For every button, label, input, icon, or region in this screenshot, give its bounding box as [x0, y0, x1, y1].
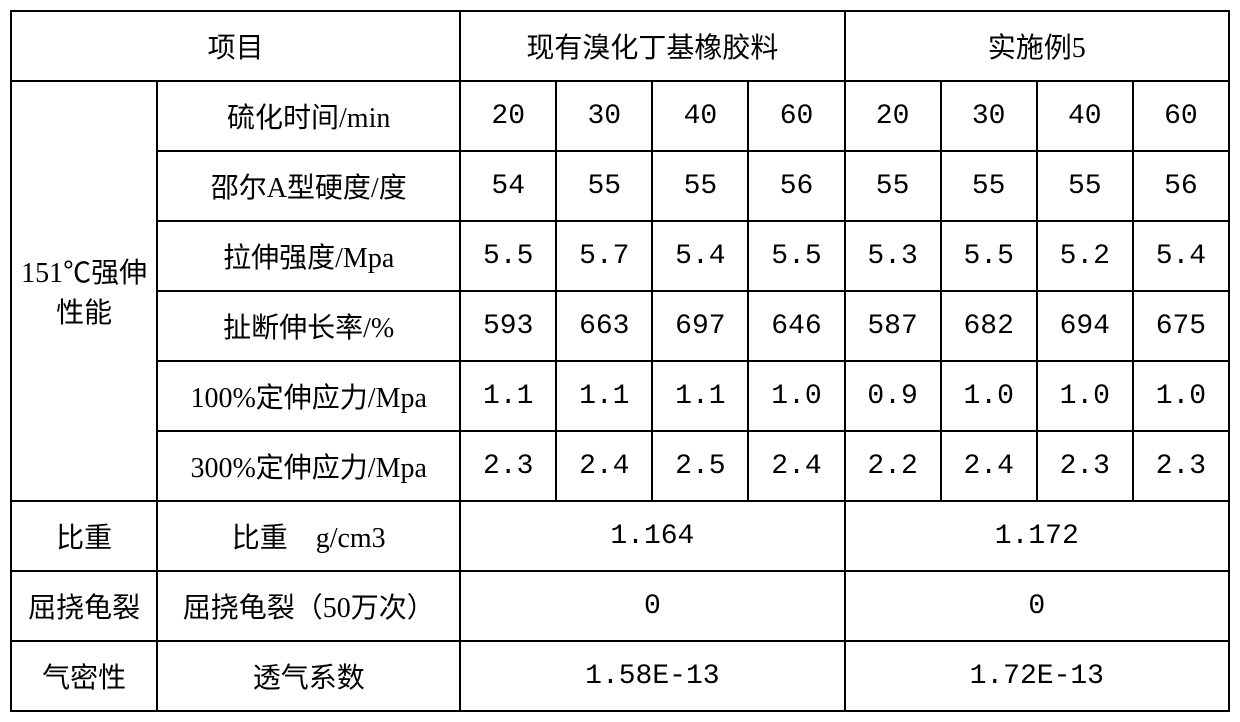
data-cell: 55	[845, 151, 941, 221]
header-group-a: 现有溴化丁基橡胶料	[460, 11, 844, 81]
data-cell: 694	[1037, 291, 1133, 361]
row-head: 屈挠龟裂	[11, 571, 157, 641]
data-cell: 2.2	[845, 431, 941, 501]
data-cell: 20	[845, 81, 941, 151]
row-label: 邵尔A型硬度/度	[157, 151, 460, 221]
data-cell: 1.58E-13	[460, 641, 844, 711]
data-cell: 2.5	[652, 431, 748, 501]
table-row: 屈挠龟裂 屈挠龟裂（50万次） 0 0	[11, 571, 1229, 641]
data-cell: 5.4	[652, 221, 748, 291]
row-label: 拉伸强度/Mpa	[157, 221, 460, 291]
data-cell: 0.9	[845, 361, 941, 431]
data-cell: 56	[748, 151, 844, 221]
table-row: 151℃强伸性能 硫化时间/min 20 30 40 60 20 30 40 6…	[11, 81, 1229, 151]
table-row: 比重 比重 g/cm3 1.164 1.172	[11, 501, 1229, 571]
row-label: 透气系数	[157, 641, 460, 711]
data-cell: 1.0	[1133, 361, 1229, 431]
data-cell: 1.164	[460, 501, 844, 571]
data-cell: 40	[652, 81, 748, 151]
row-label: 300%定伸应力/Mpa	[157, 431, 460, 501]
data-cell: 0	[845, 571, 1229, 641]
data-cell: 5.4	[1133, 221, 1229, 291]
data-cell: 55	[556, 151, 652, 221]
data-cell: 5.3	[845, 221, 941, 291]
data-cell: 55	[941, 151, 1037, 221]
header-project: 项目	[11, 11, 460, 81]
data-cell: 1.1	[556, 361, 652, 431]
data-cell: 5.5	[748, 221, 844, 291]
properties-table: 项目 现有溴化丁基橡胶料 实施例5 151℃强伸性能 硫化时间/min 20 3…	[10, 10, 1230, 712]
data-cell: 5.2	[1037, 221, 1133, 291]
data-cell: 1.1	[460, 361, 556, 431]
data-cell: 0	[460, 571, 844, 641]
data-cell: 2.4	[941, 431, 1037, 501]
data-cell: 1.1	[652, 361, 748, 431]
row-label: 比重 g/cm3	[157, 501, 460, 571]
data-cell: 55	[1037, 151, 1133, 221]
data-cell: 5.5	[941, 221, 1037, 291]
table-row: 扯断伸长率/% 593 663 697 646 587 682 694 675	[11, 291, 1229, 361]
table-row: 100%定伸应力/Mpa 1.1 1.1 1.1 1.0 0.9 1.0 1.0…	[11, 361, 1229, 431]
row-label: 屈挠龟裂（50万次）	[157, 571, 460, 641]
data-cell: 5.7	[556, 221, 652, 291]
data-cell: 5.5	[460, 221, 556, 291]
data-cell: 2.4	[556, 431, 652, 501]
data-cell: 1.72E-13	[845, 641, 1229, 711]
data-cell: 1.0	[748, 361, 844, 431]
data-cell: 54	[460, 151, 556, 221]
section1-title: 151℃强伸性能	[11, 81, 157, 501]
data-cell: 55	[652, 151, 748, 221]
data-cell: 682	[941, 291, 1037, 361]
data-cell: 2.3	[1133, 431, 1229, 501]
data-cell: 30	[556, 81, 652, 151]
data-cell: 56	[1133, 151, 1229, 221]
data-cell: 2.3	[1037, 431, 1133, 501]
data-cell: 1.0	[1037, 361, 1133, 431]
data-cell: 2.4	[748, 431, 844, 501]
data-cell: 30	[941, 81, 1037, 151]
data-cell: 2.3	[460, 431, 556, 501]
row-head: 比重	[11, 501, 157, 571]
row-label: 100%定伸应力/Mpa	[157, 361, 460, 431]
header-row: 项目 现有溴化丁基橡胶料 实施例5	[11, 11, 1229, 81]
data-cell: 697	[652, 291, 748, 361]
header-group-b: 实施例5	[845, 11, 1229, 81]
data-cell: 60	[1133, 81, 1229, 151]
data-cell: 646	[748, 291, 844, 361]
data-cell: 593	[460, 291, 556, 361]
data-cell: 40	[1037, 81, 1133, 151]
row-label: 硫化时间/min	[157, 81, 460, 151]
table-row: 气密性 透气系数 1.58E-13 1.72E-13	[11, 641, 1229, 711]
data-cell: 60	[748, 81, 844, 151]
data-cell: 1.172	[845, 501, 1229, 571]
row-label: 扯断伸长率/%	[157, 291, 460, 361]
row-head: 气密性	[11, 641, 157, 711]
data-cell: 663	[556, 291, 652, 361]
data-cell: 20	[460, 81, 556, 151]
table-row: 拉伸强度/Mpa 5.5 5.7 5.4 5.5 5.3 5.5 5.2 5.4	[11, 221, 1229, 291]
data-cell: 675	[1133, 291, 1229, 361]
data-cell: 1.0	[941, 361, 1037, 431]
data-cell: 587	[845, 291, 941, 361]
table-row: 邵尔A型硬度/度 54 55 55 56 55 55 55 56	[11, 151, 1229, 221]
table-row: 300%定伸应力/Mpa 2.3 2.4 2.5 2.4 2.2 2.4 2.3…	[11, 431, 1229, 501]
